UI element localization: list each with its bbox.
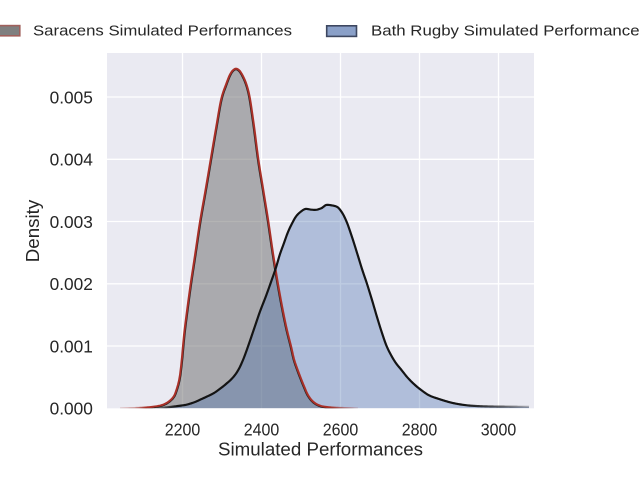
svg-text:2800: 2800 (402, 420, 438, 440)
svg-text:Simulated Performances: Simulated Performances (218, 439, 423, 459)
svg-text:0.004: 0.004 (50, 150, 93, 170)
svg-text:0.001: 0.001 (50, 336, 93, 356)
svg-text:3000: 3000 (481, 420, 517, 440)
svg-text:0.005: 0.005 (50, 87, 93, 107)
svg-text:Bath Rugby Simulated Performan: Bath Rugby Simulated Performances (371, 24, 640, 40)
svg-text:2600: 2600 (323, 420, 359, 440)
svg-text:Saracens Simulated Performance: Saracens Simulated Performances (33, 24, 292, 40)
svg-text:0.000: 0.000 (50, 399, 93, 419)
svg-text:2400: 2400 (244, 420, 280, 440)
svg-text:0.002: 0.002 (50, 274, 93, 294)
svg-text:0.003: 0.003 (50, 212, 93, 232)
svg-text:Density: Density (23, 199, 43, 262)
svg-text:2200: 2200 (165, 420, 201, 440)
